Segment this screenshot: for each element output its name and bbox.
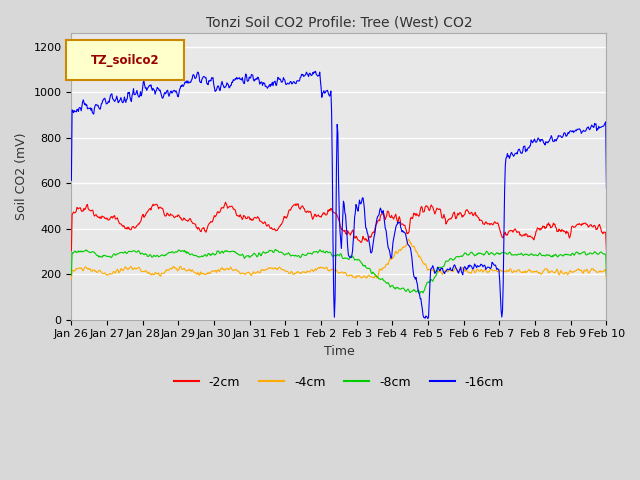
Y-axis label: Soil CO2 (mV): Soil CO2 (mV) xyxy=(15,132,28,220)
Title: Tonzi Soil CO2 Profile: Tree (West) CO2: Tonzi Soil CO2 Profile: Tree (West) CO2 xyxy=(205,15,472,29)
FancyBboxPatch shape xyxy=(66,40,184,80)
Legend: -2cm, -4cm, -8cm, -16cm: -2cm, -4cm, -8cm, -16cm xyxy=(169,371,509,394)
Text: TZ_soilco2: TZ_soilco2 xyxy=(91,54,159,67)
X-axis label: Time: Time xyxy=(324,345,355,358)
